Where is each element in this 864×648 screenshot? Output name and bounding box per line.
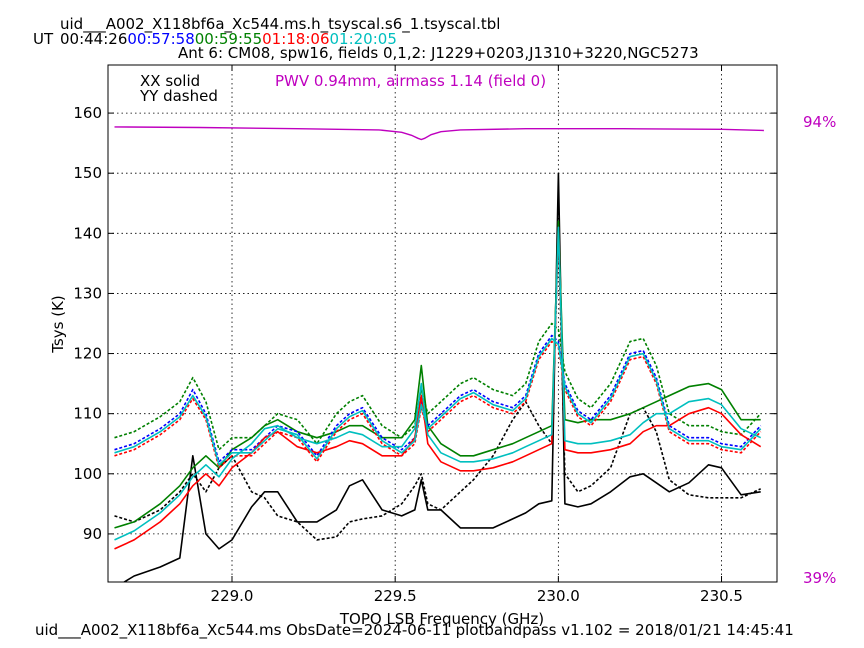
series-layer (114, 126, 764, 582)
plot-frame (107, 64, 778, 583)
x-axis-label: TOPO LSB Frequency (GHz) (339, 610, 544, 628)
series-line-7 (114, 226, 762, 541)
ticks (108, 65, 777, 582)
ut-time-4: 01:20:05 (330, 30, 397, 48)
series-line-5 (114, 340, 762, 469)
series-line-1 (114, 232, 762, 541)
y-tick-label: 110 (73, 405, 102, 423)
transmission-bottom-label: 39% (803, 569, 836, 587)
file-title: uid___A002_X118bf6a_Xc544.ms.h_tsyscal.s… (60, 15, 500, 34)
ut-time-3: 01:18:06 (262, 30, 329, 48)
y-tick-label: 100 (73, 465, 102, 483)
legend-solid: XX solid (140, 72, 200, 90)
chart-subtitle: Ant 6: CM08, spw16, fields 0,1,2: J1229+… (178, 44, 699, 62)
series-line-3 (114, 322, 762, 451)
x-tick-label: 229.5 (374, 587, 417, 605)
y-tick-label: 130 (73, 284, 102, 302)
y-tick-label: 120 (73, 345, 102, 363)
transmission-top-label: 94% (803, 113, 836, 131)
x-tick-label: 230.5 (700, 587, 743, 605)
y-tick-label: 150 (73, 164, 102, 182)
pwv-label: PWV 0.94mm, airmass 1.14 (field 0) (275, 72, 546, 90)
ut-time-2: 00:59:55 (195, 30, 262, 48)
ut-label: UT (33, 30, 54, 48)
footer-text: uid___A002_X118bf6a_Xc544.ms ObsDate=202… (35, 621, 794, 640)
y-tick-label: 140 (73, 224, 102, 242)
series-line-4 (114, 334, 762, 463)
x-tick-label: 230.0 (537, 587, 580, 605)
ut-times: 00:44:2600:57:5800:59:5501:18:0601:20:05 (60, 30, 397, 48)
series-line-6 (114, 226, 762, 550)
y-tick-label: 90 (83, 525, 102, 543)
y-axis-label: Tsys (K) (49, 295, 67, 354)
pwv-transmission-line (114, 126, 764, 141)
x-tick-label: 229.0 (211, 587, 254, 605)
series-line-0 (122, 172, 761, 582)
grid (108, 65, 777, 582)
y-tick-label: 160 (73, 104, 102, 122)
tick-labels: 229.0 229.5 230.0 230.5 90 100 110 120 130 140 150… (73, 104, 743, 605)
ut-time-0: 00:44:26 (60, 30, 127, 48)
series-line-8 (114, 337, 762, 466)
legend-dashed: YY dashed (139, 87, 218, 105)
ut-time-1: 00:57:58 (127, 30, 194, 48)
